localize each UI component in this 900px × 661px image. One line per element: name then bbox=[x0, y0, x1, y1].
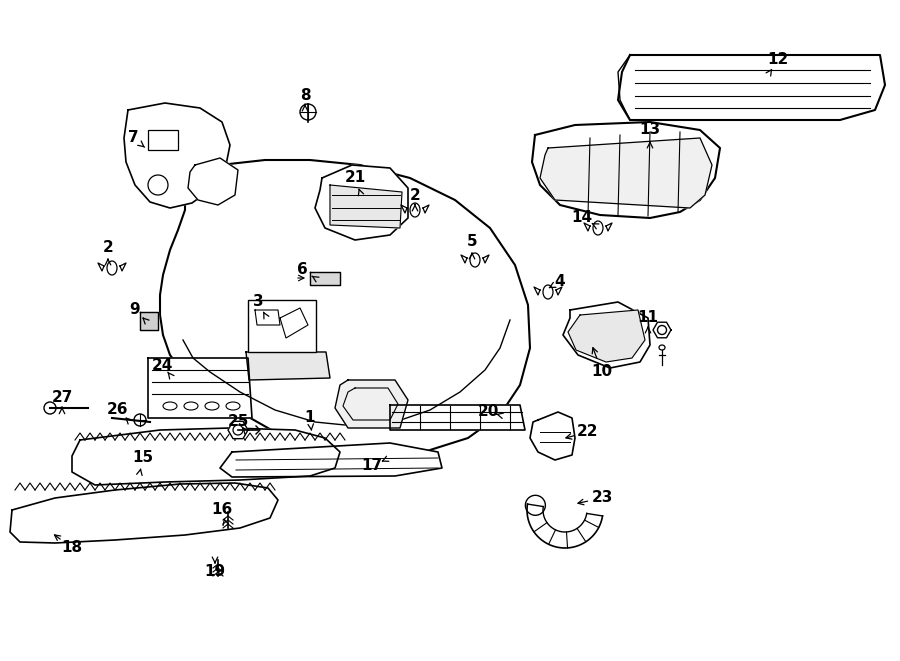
Text: 12: 12 bbox=[768, 52, 788, 67]
Polygon shape bbox=[188, 158, 238, 205]
Polygon shape bbox=[530, 412, 575, 460]
Text: 2: 2 bbox=[103, 241, 113, 256]
Text: 10: 10 bbox=[591, 364, 613, 379]
Polygon shape bbox=[653, 322, 671, 338]
Polygon shape bbox=[618, 55, 885, 120]
Polygon shape bbox=[228, 421, 248, 439]
Text: 1: 1 bbox=[305, 410, 315, 426]
Polygon shape bbox=[532, 122, 720, 218]
Text: 19: 19 bbox=[204, 564, 226, 580]
Text: 4: 4 bbox=[554, 274, 565, 290]
Polygon shape bbox=[246, 352, 330, 380]
Polygon shape bbox=[568, 310, 645, 362]
Text: 26: 26 bbox=[107, 403, 129, 418]
Text: 22: 22 bbox=[577, 424, 598, 440]
Text: 24: 24 bbox=[151, 358, 173, 373]
Text: 5: 5 bbox=[467, 235, 477, 249]
Polygon shape bbox=[148, 358, 252, 418]
Polygon shape bbox=[255, 310, 280, 325]
Text: 3: 3 bbox=[253, 295, 264, 309]
Bar bbox=[148, 130, 178, 150]
Text: 18: 18 bbox=[61, 541, 83, 555]
Text: 2: 2 bbox=[410, 188, 420, 202]
Polygon shape bbox=[335, 380, 408, 428]
Text: 13: 13 bbox=[639, 122, 661, 137]
Polygon shape bbox=[310, 272, 340, 285]
Text: 8: 8 bbox=[300, 87, 310, 102]
Text: 25: 25 bbox=[228, 414, 248, 430]
Polygon shape bbox=[72, 428, 340, 485]
Text: 27: 27 bbox=[51, 391, 73, 405]
Polygon shape bbox=[220, 443, 442, 477]
Polygon shape bbox=[140, 312, 158, 330]
Text: 15: 15 bbox=[132, 451, 154, 465]
Polygon shape bbox=[280, 308, 308, 338]
Polygon shape bbox=[540, 138, 712, 208]
Text: 9: 9 bbox=[130, 303, 140, 317]
Text: 11: 11 bbox=[637, 311, 659, 325]
Text: 20: 20 bbox=[477, 405, 499, 420]
Text: 14: 14 bbox=[572, 210, 592, 225]
Polygon shape bbox=[315, 165, 408, 240]
Text: 23: 23 bbox=[591, 490, 613, 506]
Text: 6: 6 bbox=[297, 262, 308, 278]
Text: 16: 16 bbox=[212, 502, 232, 518]
Text: 17: 17 bbox=[362, 459, 382, 473]
Polygon shape bbox=[124, 103, 230, 208]
Polygon shape bbox=[390, 405, 525, 430]
Polygon shape bbox=[160, 160, 530, 455]
Polygon shape bbox=[330, 185, 402, 228]
Text: 7: 7 bbox=[128, 130, 139, 145]
Polygon shape bbox=[563, 302, 650, 368]
Bar bbox=[248, 300, 316, 352]
Polygon shape bbox=[10, 483, 278, 543]
Text: 21: 21 bbox=[345, 171, 365, 186]
